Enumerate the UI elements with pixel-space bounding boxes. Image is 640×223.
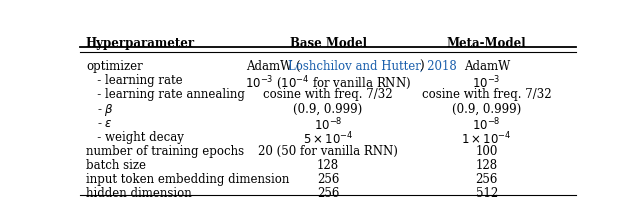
Text: Meta-Model: Meta-Model xyxy=(447,37,527,50)
Text: Loshchilov and Hutter, 2018: Loshchilov and Hutter, 2018 xyxy=(288,60,457,73)
Text: batch size: batch size xyxy=(86,159,146,172)
Text: (0.9, 0.999): (0.9, 0.999) xyxy=(452,103,522,116)
Text: - $\beta$: - $\beta$ xyxy=(86,103,114,118)
Text: 128: 128 xyxy=(317,159,339,172)
Text: 128: 128 xyxy=(476,159,498,172)
Text: - learning rate: - learning rate xyxy=(86,74,182,87)
Text: $5 \times 10^{-4}$: $5 \times 10^{-4}$ xyxy=(303,131,353,147)
Text: 512: 512 xyxy=(476,187,498,200)
Text: ): ) xyxy=(419,60,424,73)
Text: $10^{-3}$ ($10^{-4}$ for vanilla RNN): $10^{-3}$ ($10^{-4}$ for vanilla RNN) xyxy=(245,74,411,92)
Text: (0.9, 0.999): (0.9, 0.999) xyxy=(293,103,363,116)
Text: number of training epochs: number of training epochs xyxy=(86,145,244,158)
Text: AdamW: AdamW xyxy=(463,60,510,73)
Text: hidden dimension: hidden dimension xyxy=(86,187,192,200)
Text: 20 (50 for vanilla RNN): 20 (50 for vanilla RNN) xyxy=(258,145,398,158)
Text: - weight decay: - weight decay xyxy=(86,131,184,144)
Text: $1 \times 10^{-4}$: $1 \times 10^{-4}$ xyxy=(461,131,512,147)
Text: AdamW (Loshchilov and Hutter, 2018): AdamW (Loshchilov and Hutter, 2018) xyxy=(0,222,1,223)
Text: optimizer: optimizer xyxy=(86,60,143,73)
Text: Hyperparameter: Hyperparameter xyxy=(86,37,195,50)
Text: - $\epsilon$: - $\epsilon$ xyxy=(86,117,113,130)
Text: $10^{-8}$: $10^{-8}$ xyxy=(472,117,501,133)
Text: - learning rate annealing: - learning rate annealing xyxy=(86,88,245,101)
Text: input token embedding dimension: input token embedding dimension xyxy=(86,173,289,186)
Text: 256: 256 xyxy=(317,187,339,200)
Text: cosine with freq. 7/32: cosine with freq. 7/32 xyxy=(422,88,552,101)
Text: $10^{-3}$: $10^{-3}$ xyxy=(472,74,501,91)
Text: 256: 256 xyxy=(317,173,339,186)
Text: AdamW (: AdamW ( xyxy=(246,60,300,73)
Text: 256: 256 xyxy=(476,173,498,186)
Text: cosine with freq. 7/32: cosine with freq. 7/32 xyxy=(263,88,393,101)
Text: Base Model: Base Model xyxy=(289,37,367,50)
Text: 100: 100 xyxy=(476,145,498,158)
Text: $10^{-8}$: $10^{-8}$ xyxy=(314,117,342,133)
